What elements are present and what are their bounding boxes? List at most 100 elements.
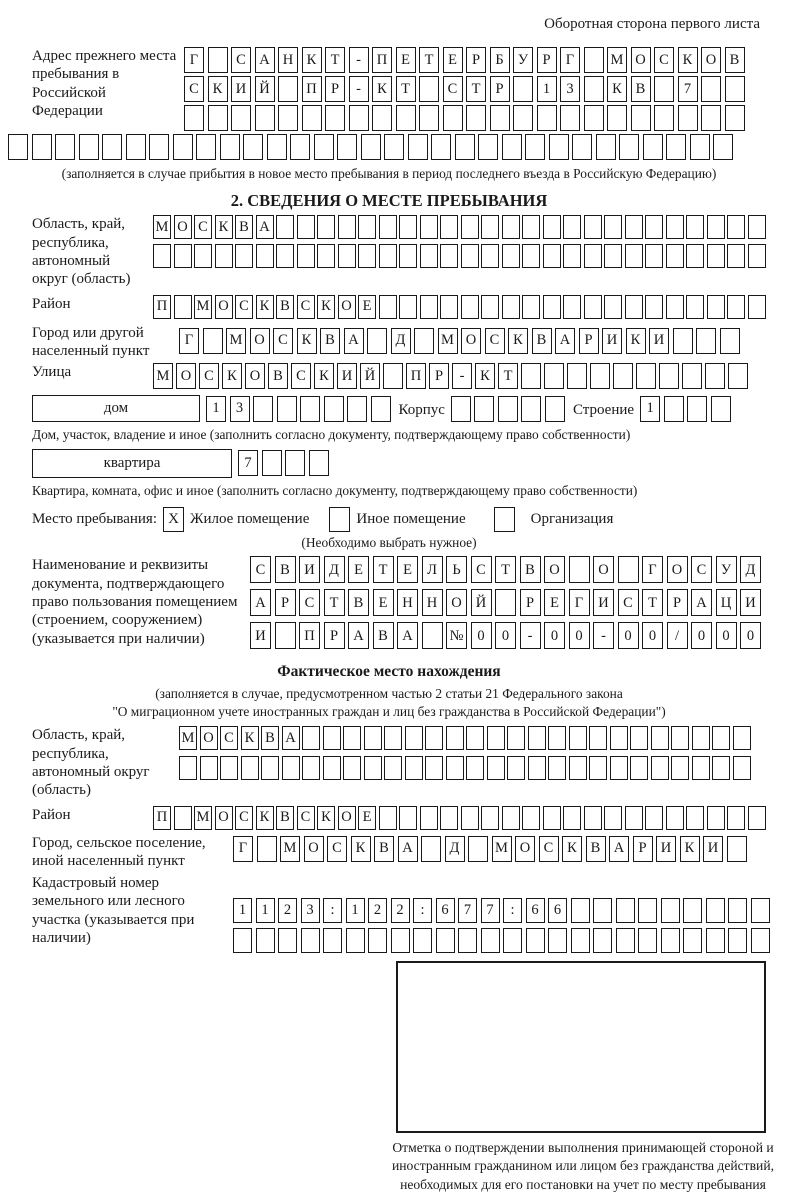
char-cell[interactable] [563, 805, 581, 830]
char-cell[interactable]: К [607, 76, 627, 102]
char-cell[interactable] [513, 105, 533, 131]
char-cell[interactable]: И [299, 556, 320, 584]
char-cell[interactable]: К [677, 47, 698, 73]
char-cell[interactable] [659, 363, 679, 390]
char-cell[interactable] [712, 726, 730, 751]
char-cell[interactable] [481, 244, 499, 269]
char-cell[interactable]: Т [495, 556, 516, 584]
char-cell[interactable] [194, 244, 212, 269]
char-cell[interactable] [654, 105, 674, 131]
char-cell[interactable]: Е [442, 47, 463, 73]
char-cell[interactable]: 0 [642, 622, 663, 650]
char-cell[interactable] [654, 76, 674, 102]
char-cell[interactable]: : [413, 898, 432, 924]
char-cell[interactable] [370, 395, 391, 422]
char-cell[interactable] [481, 294, 499, 319]
char-cell[interactable]: К [207, 76, 228, 102]
char-cell[interactable] [302, 726, 320, 751]
char-cell[interactable]: С [250, 556, 271, 584]
char-cell[interactable]: Р [519, 589, 541, 617]
char-cell[interactable] [701, 76, 721, 102]
char-cell[interactable]: 7 [238, 450, 258, 477]
char-cell[interactable]: 1 [206, 395, 226, 422]
char-cell[interactable]: М [607, 47, 627, 73]
char-cell[interactable] [308, 450, 329, 477]
char-cell[interactable] [460, 215, 479, 240]
char-cell[interactable]: У [513, 47, 533, 73]
char-cell[interactable] [378, 244, 397, 269]
char-cell[interactable]: Е [348, 556, 369, 584]
char-cell[interactable]: 0 [617, 622, 639, 650]
char-cell[interactable] [285, 450, 305, 477]
char-cell[interactable]: В [348, 589, 369, 617]
char-cell[interactable] [630, 105, 651, 131]
char-cell[interactable] [199, 756, 218, 781]
char-cell[interactable]: В [268, 363, 288, 390]
char-cell[interactable] [425, 726, 443, 751]
char-cell[interactable] [672, 327, 693, 354]
char-cell[interactable]: А [609, 835, 629, 862]
char-cell[interactable] [322, 726, 341, 751]
char-cell[interactable] [542, 294, 561, 319]
char-cell[interactable] [431, 134, 451, 160]
char-cell[interactable] [501, 134, 522, 160]
char-cell[interactable]: О [199, 726, 218, 751]
char-cell[interactable] [686, 805, 704, 830]
char-cell[interactable] [220, 756, 238, 781]
char-cell[interactable] [589, 726, 607, 751]
char-cell[interactable]: Д [323, 556, 345, 584]
char-cell[interactable]: 7 [458, 898, 477, 924]
char-cell[interactable]: О [701, 47, 721, 73]
char-cell[interactable] [196, 134, 216, 160]
char-cell[interactable] [358, 215, 376, 240]
char-cell[interactable]: А [397, 835, 418, 862]
char-cell[interactable] [261, 756, 279, 781]
char-cell[interactable] [568, 726, 587, 751]
char-cell[interactable]: Т [419, 47, 439, 73]
char-cell[interactable] [604, 805, 622, 830]
char-cell[interactable]: № [446, 622, 467, 650]
char-cell[interactable] [705, 363, 725, 390]
char-cell[interactable] [645, 244, 663, 269]
char-cell[interactable]: Р [666, 589, 688, 617]
char-cell[interactable]: А [348, 622, 369, 650]
char-cell[interactable] [604, 244, 622, 269]
char-cell[interactable] [125, 134, 146, 160]
char-cell[interactable] [419, 244, 438, 269]
char-cell[interactable]: 3 [229, 395, 250, 422]
char-cell[interactable] [55, 134, 75, 160]
char-cell[interactable] [677, 105, 698, 131]
checkbox-residential[interactable]: X [163, 507, 184, 533]
char-cell[interactable] [544, 395, 565, 422]
char-cell[interactable]: : [323, 898, 342, 924]
char-cell[interactable]: А [555, 327, 575, 354]
char-cell[interactable] [384, 726, 402, 751]
char-cell[interactable] [278, 76, 298, 102]
char-cell[interactable] [732, 756, 751, 781]
char-cell[interactable] [747, 294, 766, 319]
char-cell[interactable] [243, 134, 263, 160]
char-cell[interactable] [414, 327, 434, 354]
char-cell[interactable]: К [222, 363, 242, 390]
char-cell[interactable]: Л [421, 556, 443, 584]
char-cell[interactable] [666, 134, 686, 160]
char-cell[interactable]: В [276, 805, 294, 830]
char-cell[interactable]: С [235, 294, 253, 319]
char-cell[interactable]: С [296, 294, 315, 319]
char-cell[interactable]: О [666, 556, 688, 584]
char-cell[interactable] [481, 805, 499, 830]
char-cell[interactable] [686, 294, 704, 319]
char-cell[interactable] [724, 105, 745, 131]
char-cell[interactable] [719, 327, 740, 354]
char-cell[interactable] [421, 622, 443, 650]
char-cell[interactable] [583, 47, 604, 73]
char-cell[interactable]: С [691, 556, 712, 584]
char-cell[interactable] [442, 105, 463, 131]
char-cell[interactable] [345, 928, 365, 954]
char-cell[interactable]: С [235, 805, 253, 830]
char-cell[interactable] [665, 244, 684, 269]
char-cell[interactable] [290, 134, 310, 160]
char-cell[interactable] [378, 215, 397, 240]
char-cell[interactable]: Р [536, 47, 557, 73]
char-cell[interactable] [696, 327, 716, 354]
